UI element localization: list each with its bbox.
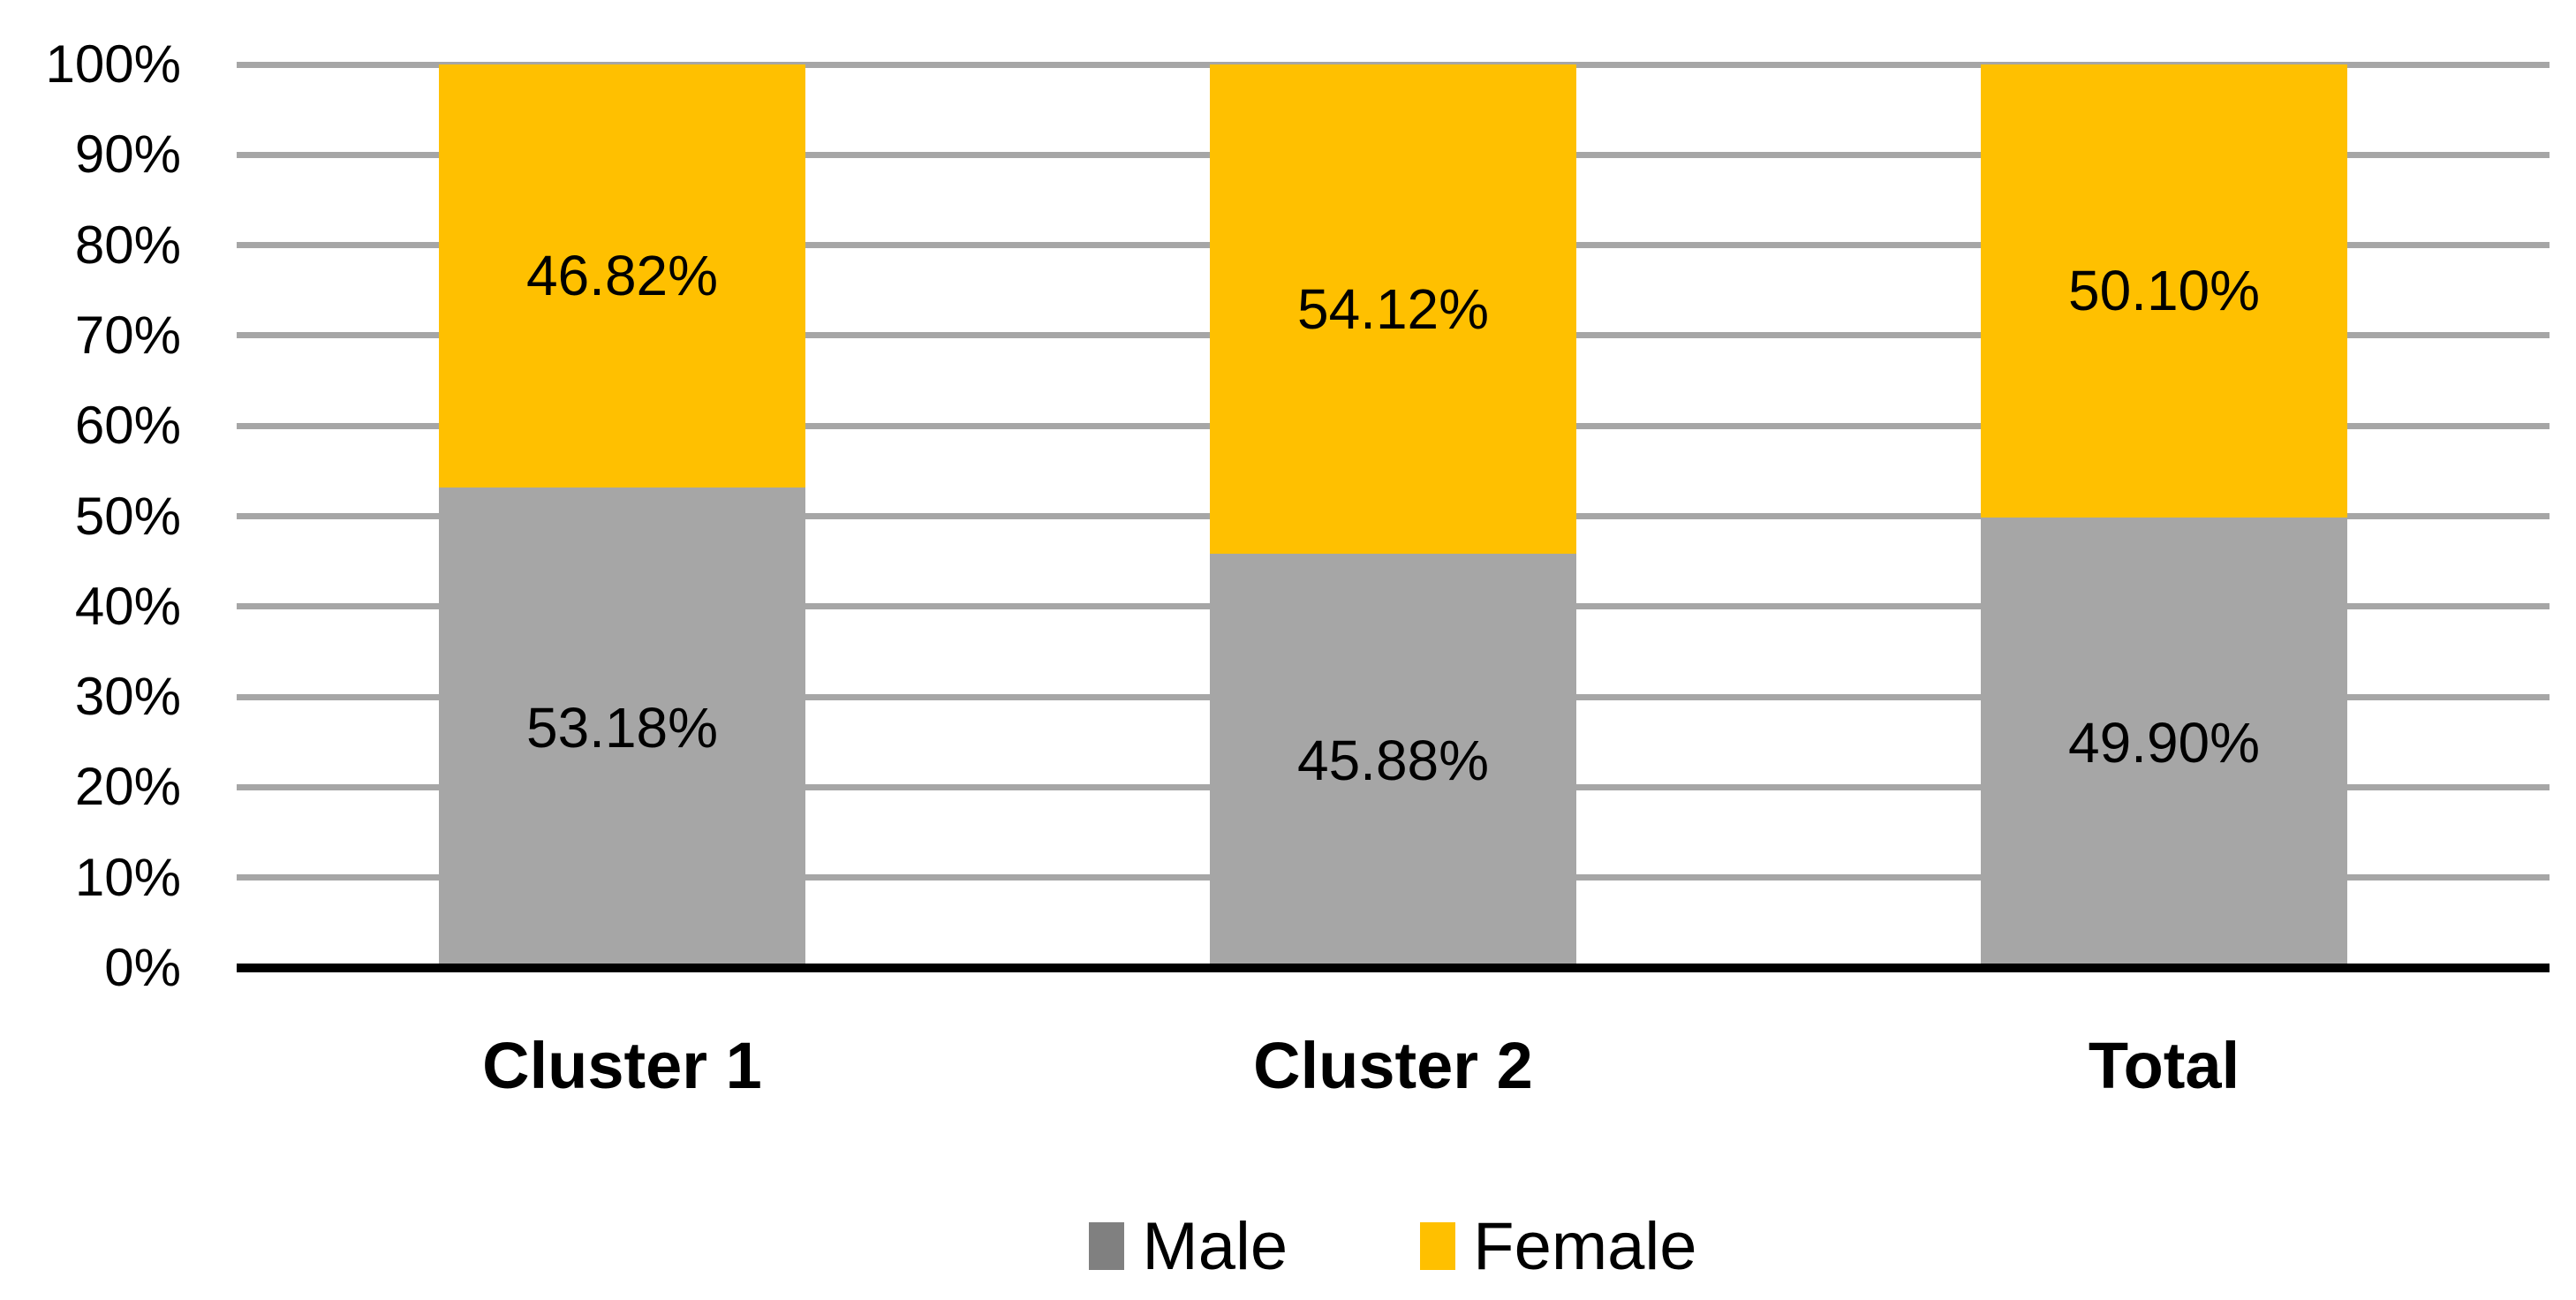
legend-item-male: Male — [1089, 1208, 1288, 1285]
bar-cluster-1: 46.82% 53.18% — [439, 64, 805, 968]
y-tick-label-90%: 90% — [74, 125, 181, 185]
legend: Male Female — [237, 1198, 2550, 1295]
legend-swatch-male — [1089, 1222, 1125, 1270]
y-tick-label-0%: 0% — [104, 938, 181, 997]
y-tick-label-60%: 60% — [74, 396, 181, 456]
legend-label-male: Male — [1142, 1208, 1288, 1284]
plot-area: 46.82% 53.18% 54.12% 45.88% 50.10% 49.90% — [237, 61, 2550, 972]
gridline-100% — [237, 61, 2550, 68]
y-tick-label-50%: 50% — [74, 486, 181, 546]
data-label-female-cluster-2: 54.12% — [1296, 276, 1490, 341]
segment-female-cluster-2: 54.12% — [1210, 64, 1576, 554]
bar-total: 50.10% 49.90% — [1981, 64, 2347, 968]
y-tick-label-30%: 30% — [74, 667, 181, 727]
data-label-male-total: 49.90% — [2067, 710, 2261, 775]
legend-label-female: Female — [1473, 1208, 1697, 1284]
y-tick-label-80%: 80% — [74, 215, 181, 275]
bar-cluster-2: 54.12% 45.88% — [1210, 64, 1576, 968]
segment-female-cluster-1: 46.82% — [439, 64, 805, 488]
x-category-label-total: Total — [2088, 1028, 2240, 1102]
segment-female-total: 50.10% — [1981, 64, 2347, 518]
data-label-male-cluster-1: 53.18% — [525, 695, 719, 760]
y-tick-label-20%: 20% — [74, 757, 181, 817]
data-label-female-total: 50.10% — [2067, 259, 2261, 323]
segment-male-total: 49.90% — [1981, 517, 2347, 968]
segment-male-cluster-2: 45.88% — [1210, 553, 1576, 968]
y-tick-label-40%: 40% — [74, 576, 181, 636]
legend-item-female: Female — [1420, 1208, 1697, 1285]
data-label-female-cluster-1: 46.82% — [525, 244, 719, 308]
y-tick-label-10%: 10% — [74, 847, 181, 907]
x-axis-line — [237, 964, 2550, 972]
x-category-label-cluster-1: Cluster 1 — [482, 1028, 762, 1102]
data-label-male-cluster-2: 45.88% — [1296, 729, 1490, 793]
y-tick-label-100%: 100% — [45, 34, 181, 94]
y-tick-label-70%: 70% — [74, 305, 181, 365]
legend-swatch-female — [1420, 1222, 1456, 1270]
segment-male-cluster-1: 53.18% — [439, 487, 805, 968]
x-category-label-cluster-2: Cluster 2 — [1253, 1028, 1533, 1102]
